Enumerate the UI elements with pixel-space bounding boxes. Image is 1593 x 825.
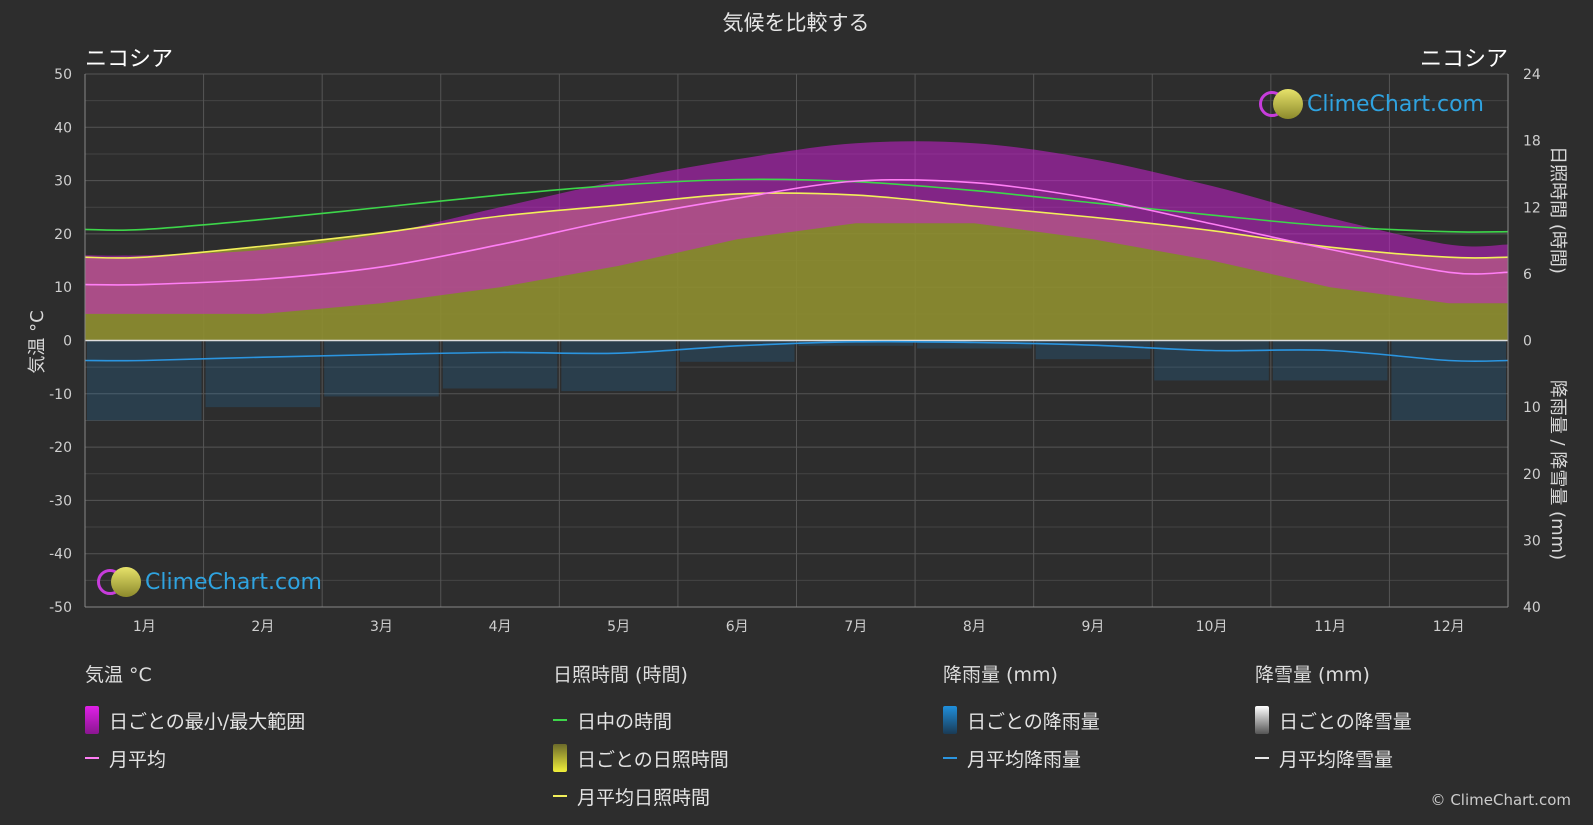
legend-rain-header: 降雨量 (mm) xyxy=(943,664,1058,686)
x-tick-12: 12月 xyxy=(1433,619,1465,635)
location-left: ニコシア xyxy=(85,47,173,72)
legend-sunshine-daily-label: 日ごとの日照時間 xyxy=(577,748,729,771)
legend-rain-daily: 日ごとの降雨量 xyxy=(943,701,1100,739)
legend-sun-header: 日照時間 (時間) xyxy=(553,664,688,686)
line-swatch-icon xyxy=(553,719,567,721)
snow-swatch-icon xyxy=(1255,706,1269,734)
legend-snow-mean-label: 月平均降雪量 xyxy=(1279,748,1394,771)
legend-temp-range-label: 日ごとの最小/最大範囲 xyxy=(109,710,306,733)
rain-bar-11 xyxy=(1272,340,1388,381)
daylight-line xyxy=(84,178,1509,233)
legend-temp-mean: 月平均 xyxy=(85,739,305,777)
x-tick-3: 3月 xyxy=(370,619,393,635)
legend-rain-mean-label: 月平均降雨量 xyxy=(967,748,1082,771)
y-right-bottom-tick: 40 xyxy=(1523,600,1541,616)
y-left-label: 気温 °C xyxy=(27,310,48,373)
x-tick-6: 6月 xyxy=(726,619,749,635)
y-left-tick: 40 xyxy=(54,120,72,136)
location-right: ニコシア xyxy=(1420,47,1508,72)
rain-bar-4 xyxy=(442,340,558,389)
copyright: © ClimeChart.com xyxy=(1430,791,1571,809)
legend-snow-daily: 日ごとの降雪量 xyxy=(1255,701,1412,739)
legend-sun: 日照時間 (時間) 日中の時間 日ごとの日照時間 月平均日照時間 xyxy=(553,660,729,815)
legend-sunshine-mean-label: 月平均日照時間 xyxy=(577,786,711,809)
x-tick-11: 11月 xyxy=(1314,619,1346,635)
y-left-tick: -30 xyxy=(49,493,72,509)
legend-sunshine-mean: 月平均日照時間 xyxy=(553,777,729,815)
chart-title: 気候を比較する xyxy=(723,11,870,35)
line-swatch-icon xyxy=(85,757,99,759)
logo-sun-icon xyxy=(111,567,141,597)
x-tick-7: 7月 xyxy=(844,619,867,635)
x-tick-2: 2月 xyxy=(251,619,274,635)
rain-bar-10 xyxy=(1154,340,1269,381)
y-left-tick: -40 xyxy=(49,547,72,563)
y-right-bottom-tick: 10 xyxy=(1523,400,1541,416)
temp-mean-line xyxy=(84,178,1509,286)
legend-daylight: 日中の時間 xyxy=(553,701,729,739)
legend-daylight-label: 日中の時間 xyxy=(577,710,673,733)
y-left-tick: 50 xyxy=(54,67,72,83)
temp-range-band xyxy=(85,141,1508,314)
rain-bar-2 xyxy=(205,340,321,408)
y-right-bottom-label: 降雨量 / 降雪量 (mm) xyxy=(1547,380,1568,560)
line-swatch-icon xyxy=(943,757,957,759)
rain-bar-3 xyxy=(324,340,439,397)
range-swatch-icon xyxy=(85,706,99,734)
rain-swatch-icon xyxy=(943,706,957,734)
rain-mean-line xyxy=(84,340,1509,363)
y-left-tick: -20 xyxy=(49,440,72,456)
rain-bar-6 xyxy=(679,340,795,362)
logo-text: ClimeChart.com xyxy=(1307,91,1484,117)
line-swatch-icon xyxy=(1255,757,1269,759)
rain-bar-8 xyxy=(917,340,1032,349)
legend-temp: 気温 °C 日ごとの最小/最大範囲 月平均 xyxy=(85,660,305,777)
y-right-top-label: 日照時間 (時間) xyxy=(1547,146,1568,274)
legend-rain-daily-label: 日ごとの降雨量 xyxy=(967,710,1100,733)
y-right-top-tick: 6 xyxy=(1523,267,1532,283)
sunshine-swatch-icon xyxy=(553,744,567,772)
y-right-top-tick: 18 xyxy=(1523,134,1541,150)
watermark-logo-bottom[interactable]: ClimeChart.com xyxy=(97,567,322,597)
y-left-tick: 10 xyxy=(54,280,72,296)
legend-sunshine-daily: 日ごとの日照時間 xyxy=(553,739,729,777)
x-tick-5: 5月 xyxy=(607,619,630,635)
legend-snow-mean: 月平均降雪量 xyxy=(1255,739,1412,777)
rain-bar-5 xyxy=(561,340,676,392)
y-left-tick: 20 xyxy=(54,227,72,243)
y-right-top-tick: 0 xyxy=(1523,334,1532,350)
legend-snow-daily-label: 日ごとの降雪量 xyxy=(1279,710,1412,733)
x-tick-10: 10月 xyxy=(1196,619,1228,635)
rain-bar-1 xyxy=(87,340,202,421)
y-right-bottom-tick: 30 xyxy=(1523,533,1541,549)
legend-snow: 降雪量 (mm) 日ごとの降雪量 月平均降雪量 xyxy=(1255,660,1412,777)
y-left-tick: 30 xyxy=(54,174,72,190)
legend-rain-mean: 月平均降雨量 xyxy=(943,739,1100,777)
y-right-bottom-tick: 20 xyxy=(1523,467,1541,483)
y-right-top-tick: 12 xyxy=(1523,200,1541,216)
rain-bar-7 xyxy=(798,340,914,346)
logo-text: ClimeChart.com xyxy=(145,569,322,595)
x-tick-8: 8月 xyxy=(963,619,986,635)
legend-rain: 降雨量 (mm) 日ごとの降雨量 月平均降雨量 xyxy=(943,660,1100,777)
x-tick-1: 1月 xyxy=(133,619,156,635)
line-swatch-icon xyxy=(553,795,567,797)
legend-temp-range: 日ごとの最小/最大範囲 xyxy=(85,701,305,739)
y-right-top-tick: 24 xyxy=(1523,67,1541,83)
y-left-tick: -10 xyxy=(49,387,72,403)
rain-bar-9 xyxy=(1035,340,1151,360)
logo-sun-icon xyxy=(1273,89,1303,119)
x-tick-4: 4月 xyxy=(489,619,512,635)
watermark-logo-top[interactable]: ClimeChart.com xyxy=(1259,89,1484,119)
y-left-tick: -50 xyxy=(49,600,72,616)
legend-temp-mean-label: 月平均 xyxy=(109,748,167,771)
legend-snow-header: 降雪量 (mm) xyxy=(1255,664,1370,686)
x-tick-9: 9月 xyxy=(1081,619,1104,635)
y-left-tick: 0 xyxy=(63,334,72,350)
rain-bar-12 xyxy=(1391,340,1506,421)
legend-temp-header: 気温 °C xyxy=(85,664,152,686)
